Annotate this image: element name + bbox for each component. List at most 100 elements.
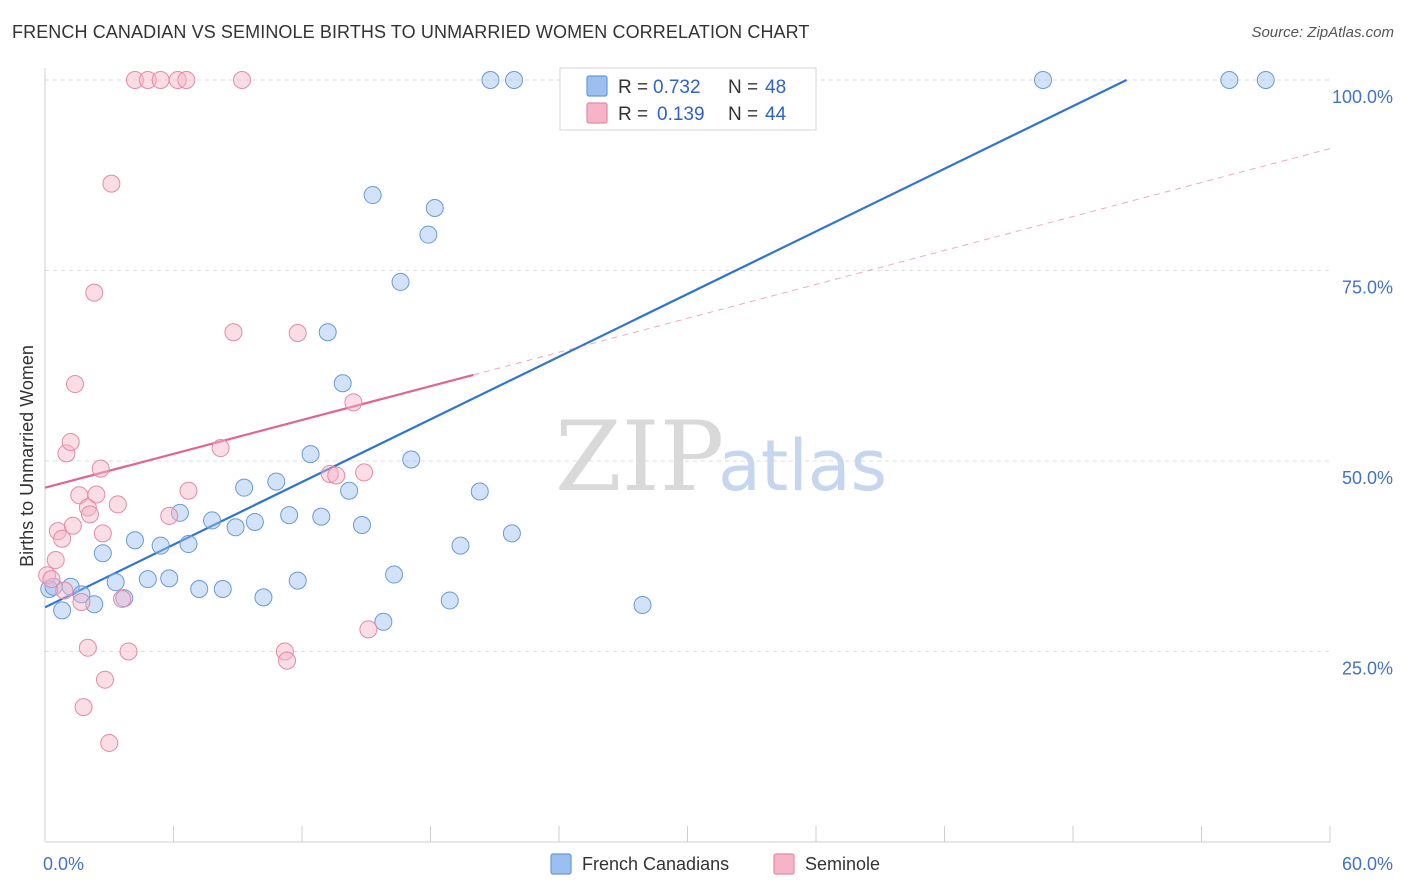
point-seminole [177, 71, 196, 89]
y-tick-label: 100.0% [1332, 87, 1393, 107]
point-seminole [78, 638, 97, 657]
axes [44, 68, 1331, 843]
stats-n-label-2: N = [728, 104, 758, 125]
legend-label-seminole: Seminole [805, 854, 880, 874]
point-seminole [85, 283, 104, 302]
point-french-canadians [312, 507, 331, 526]
point-french-canadians [440, 591, 459, 610]
point-seminole [151, 71, 170, 89]
point-seminole [72, 592, 91, 611]
point-seminole [211, 439, 230, 458]
point-seminole [102, 174, 121, 193]
stats-box: R = 0.732 N = 48 R = 0.139 N = 44 [559, 67, 817, 131]
point-seminole [224, 323, 243, 342]
point-seminole [61, 432, 80, 451]
x-tick-label: 60.0% [1342, 854, 1393, 874]
point-seminole [138, 71, 157, 89]
legend: French Canadians Seminole [550, 853, 880, 875]
trend-line-0 [44, 79, 1128, 609]
point-seminole [93, 524, 112, 543]
gridlines [45, 79, 1330, 652]
stats-swatch-seminole [586, 102, 608, 124]
data-points [38, 71, 1275, 752]
legend-label-french-canadians: French Canadians [582, 854, 729, 874]
point-seminole [355, 463, 374, 482]
point-seminole [320, 464, 339, 483]
point-french-canadians [425, 199, 444, 218]
point-seminole [55, 581, 74, 600]
y-tick-label: 25.0% [1342, 659, 1393, 679]
y-tick-label: 75.0% [1342, 278, 1393, 298]
point-seminole [125, 71, 144, 89]
point-seminole [74, 698, 93, 717]
point-seminole [359, 620, 378, 639]
point-french-canadians [374, 612, 393, 631]
point-seminole [278, 651, 297, 670]
y-tick-label: 50.0% [1342, 468, 1393, 488]
x-tick-labels: 0.0% 60.0% [43, 854, 1393, 874]
point-seminole [288, 323, 307, 342]
point-french-canadians [190, 580, 209, 599]
point-french-canadians [385, 565, 404, 584]
point-french-canadians [470, 482, 489, 501]
legend-swatch-seminole [773, 853, 795, 875]
point-french-canadians [288, 571, 307, 590]
point-french-canadians [72, 585, 91, 604]
stats-n-value-2: 44 [765, 104, 787, 125]
stats-r-label-2: R = [618, 104, 648, 125]
stats-r-value-1: 0.732 [653, 77, 701, 98]
point-french-canadians [391, 272, 410, 291]
point-seminole [233, 71, 252, 89]
legend-swatch-french-canadians [550, 853, 572, 875]
point-french-canadians [419, 225, 438, 244]
watermark-atlas: atlas [718, 425, 887, 507]
watermark-zip: ZIP [555, 401, 724, 513]
point-seminole [57, 444, 76, 463]
point-french-canadians [226, 518, 245, 537]
point-seminole [160, 506, 179, 525]
point-seminole [327, 466, 346, 485]
point-french-canadians [1220, 71, 1239, 89]
x-tick-label: 0.0% [43, 854, 84, 874]
point-french-canadians [170, 503, 189, 522]
point-seminole [108, 495, 127, 514]
point-seminole [119, 642, 138, 661]
y-tick-labels: 100.0% 75.0% 50.0% 25.0% [1332, 87, 1393, 679]
point-french-canadians [505, 71, 524, 89]
point-seminole [63, 516, 82, 535]
point-french-canadians [633, 596, 652, 615]
stats-swatch-french-canadians [586, 75, 608, 97]
source-label: Source: ZipAtlas.com [1251, 24, 1394, 41]
stats-n-value-1: 48 [765, 77, 786, 98]
chart-title: FRENCH CANADIAN VS SEMINOLE BIRTHS TO UN… [12, 22, 810, 42]
point-seminole [179, 481, 198, 500]
stats-n-label-1: N = [728, 77, 758, 98]
point-french-canadians [280, 506, 299, 525]
point-french-canadians [160, 569, 179, 588]
point-seminole [95, 670, 114, 689]
point-french-canadians [318, 323, 337, 342]
trend-extension-1 [473, 148, 1331, 376]
point-seminole [100, 733, 119, 752]
point-french-canadians [203, 511, 222, 530]
point-seminole [344, 393, 363, 412]
point-seminole [113, 589, 132, 608]
watermark: ZIP atlas [555, 401, 887, 513]
point-seminole [42, 570, 61, 589]
point-french-canadians [125, 531, 144, 550]
point-french-canadians [235, 478, 254, 497]
point-french-canadians [213, 580, 232, 599]
point-french-canadians [254, 588, 273, 607]
point-seminole [80, 505, 99, 524]
point-seminole [53, 529, 72, 548]
point-french-canadians [1034, 71, 1053, 89]
point-french-canadians [179, 535, 198, 554]
point-seminole [46, 551, 65, 570]
point-french-canadians [93, 544, 112, 563]
point-french-canadians [502, 524, 521, 543]
point-french-canadians [1256, 71, 1275, 89]
point-seminole [65, 375, 84, 394]
trend-line-1 [44, 373, 474, 489]
point-french-canadians [106, 573, 125, 592]
point-french-canadians [138, 570, 157, 589]
